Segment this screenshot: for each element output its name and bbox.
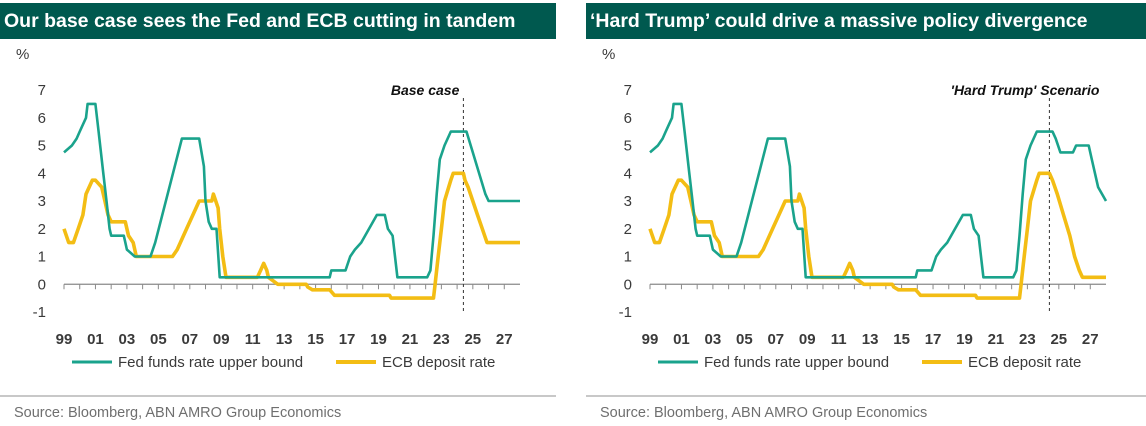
source-note: Source: Bloomberg, ABN AMRO Group Econom… xyxy=(600,405,928,421)
y-axis-unit: % xyxy=(16,46,29,63)
y-tick-label: 4 xyxy=(38,165,46,182)
x-tick-label: 09 xyxy=(799,331,816,348)
x-tick-label: 15 xyxy=(307,331,324,348)
x-tick-label: 11 xyxy=(245,331,261,348)
x-tick-label: 13 xyxy=(862,331,879,348)
x-tick-label: 27 xyxy=(496,331,513,348)
y-tick-label: 7 xyxy=(38,82,46,99)
scenario-annotation: Base case xyxy=(391,82,460,98)
chart-panel-left: Our base case sees the Fed and ECB cutti… xyxy=(0,0,556,426)
x-tick-label: 03 xyxy=(705,331,722,348)
y-tick-label: 7 xyxy=(624,82,632,99)
y-tick-label: 6 xyxy=(624,110,632,127)
y-tick-label: 3 xyxy=(624,193,632,210)
y-tick-label: 1 xyxy=(38,249,46,266)
x-tick-label: 01 xyxy=(673,331,690,348)
x-tick-label: 19 xyxy=(956,331,973,348)
x-tick-label: 21 xyxy=(402,331,419,348)
x-tick-label: 99 xyxy=(56,331,73,348)
y-tick-label: 3 xyxy=(38,193,46,210)
x-tick-label: 19 xyxy=(370,331,387,348)
x-tick-label: 21 xyxy=(988,331,1005,348)
y-tick-label: -1 xyxy=(33,304,46,321)
y-axis-unit: % xyxy=(602,46,615,63)
legend-label-ecb: ECB deposit rate xyxy=(968,354,1081,371)
scenario-annotation: 'Hard Trump' Scenario xyxy=(951,82,1100,98)
x-tick-label: 01 xyxy=(87,331,104,348)
divider xyxy=(586,395,1146,397)
legend-label-fed: Fed funds rate upper bound xyxy=(704,354,889,371)
y-tick-label: 2 xyxy=(624,221,632,238)
chart-title: ‘Hard Trump’ could drive a massive polic… xyxy=(586,3,1146,39)
chart-title: Our base case sees the Fed and ECB cutti… xyxy=(0,3,556,39)
x-tick-label: 23 xyxy=(433,331,450,348)
x-tick-label: 99 xyxy=(642,331,659,348)
x-tick-label: 07 xyxy=(181,331,198,348)
y-tick-label: 5 xyxy=(38,138,46,155)
x-tick-label: 05 xyxy=(736,331,753,348)
source-note: Source: Bloomberg, ABN AMRO Group Econom… xyxy=(14,405,342,421)
x-tick-label: 05 xyxy=(150,331,167,348)
y-tick-label: 2 xyxy=(38,221,46,238)
legend-label-fed: Fed funds rate upper bound xyxy=(118,354,303,371)
chart-panel-right: ‘Hard Trump’ could drive a massive polic… xyxy=(586,0,1146,426)
y-tick-label: 4 xyxy=(624,165,632,182)
y-tick-label: 0 xyxy=(38,276,46,293)
x-tick-label: 13 xyxy=(276,331,293,348)
x-tick-label: 25 xyxy=(464,331,481,348)
ecb-deposit-rate-line xyxy=(62,171,520,300)
legend-label-ecb: ECB deposit rate xyxy=(382,354,495,371)
x-tick-label: 17 xyxy=(339,331,356,348)
x-tick-label: 25 xyxy=(1050,331,1067,348)
ecb-deposit-rate-line xyxy=(648,171,1106,300)
divider xyxy=(0,395,556,397)
x-tick-label: 23 xyxy=(1019,331,1036,348)
x-tick-label: 27 xyxy=(1082,331,1099,348)
fed-funds-rate-line xyxy=(649,102,1108,279)
x-tick-label: 09 xyxy=(213,331,230,348)
y-tick-label: 0 xyxy=(624,276,632,293)
y-tick-label: 1 xyxy=(624,249,632,266)
fed-funds-rate-line xyxy=(63,102,520,279)
x-tick-label: 03 xyxy=(119,331,136,348)
y-tick-label: -1 xyxy=(619,304,632,321)
y-tick-label: 5 xyxy=(624,138,632,155)
x-tick-label: 15 xyxy=(893,331,910,348)
x-tick-label: 11 xyxy=(831,331,847,348)
y-tick-label: 6 xyxy=(38,110,46,127)
x-tick-label: 07 xyxy=(767,331,784,348)
x-tick-label: 17 xyxy=(925,331,942,348)
